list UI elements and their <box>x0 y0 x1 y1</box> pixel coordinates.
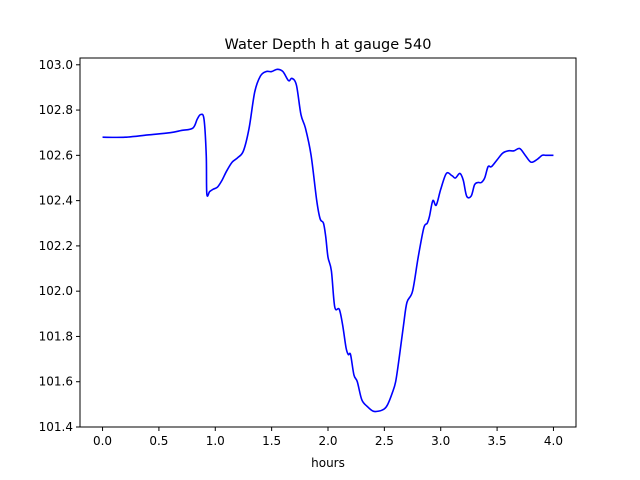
y-tick-label: 102.6 <box>39 148 73 162</box>
y-axis: 101.4 101.6 101.8 102.0 102.2 102.4 102.6 102.8… <box>39 58 80 434</box>
x-tick-label: 4.0 <box>544 434 563 448</box>
y-tick-label: 102.2 <box>39 239 73 253</box>
x-tick-label: 2.5 <box>375 434 394 448</box>
x-tick-label: 3.5 <box>488 434 507 448</box>
y-tick-label: 102.8 <box>39 103 73 117</box>
x-tick-label: 0.0 <box>93 434 112 448</box>
x-tick-label: 2.0 <box>318 434 337 448</box>
y-tick-label: 101.8 <box>39 329 73 343</box>
y-tick-label: 102.4 <box>39 194 73 208</box>
y-tick-label: 103.0 <box>39 58 73 72</box>
chart-title: Water Depth h at gauge 540 <box>225 37 432 53</box>
y-tick-label: 102.0 <box>39 284 73 298</box>
x-tick-label: 1.0 <box>206 434 225 448</box>
x-tick-label: 3.0 <box>431 434 450 448</box>
plot-frame <box>79 57 577 428</box>
y-tick-label: 101.6 <box>39 375 73 389</box>
plot-area <box>102 68 554 413</box>
x-tick-label: 1.5 <box>262 434 281 448</box>
y-tick-label: 101.4 <box>39 420 73 434</box>
x-axis-label: hours <box>311 456 345 470</box>
series-line <box>102 68 554 413</box>
x-axis: 0.0 0.5 1.0 1.5 2.0 2.5 3.0 3.5 4.0 <box>93 427 563 448</box>
x-tick-label: 0.5 <box>149 434 168 448</box>
